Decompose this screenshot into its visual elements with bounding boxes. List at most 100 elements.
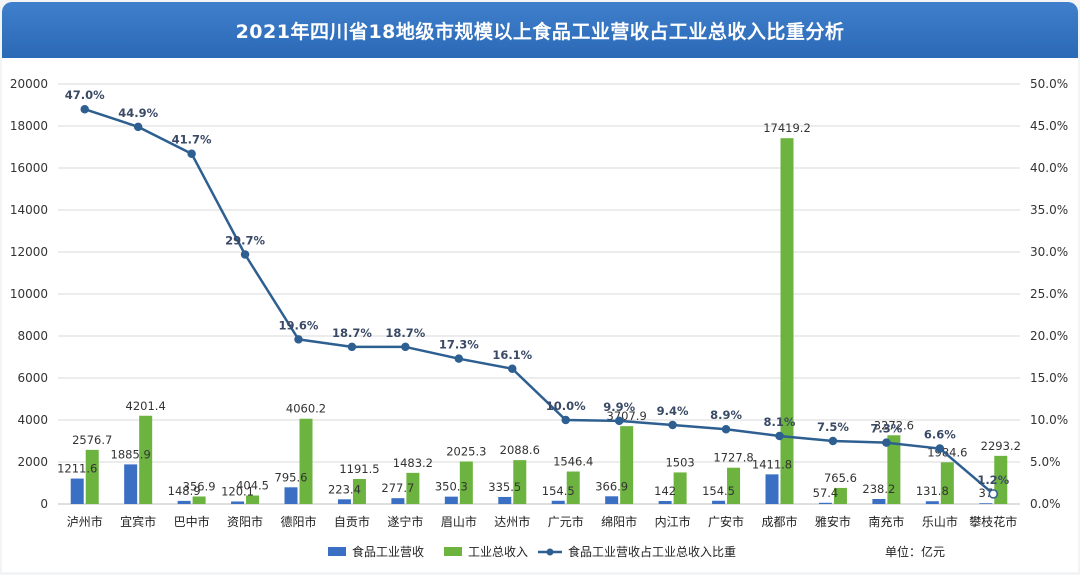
revenue-value-label: 223.4	[328, 482, 361, 496]
left-tick-label: 12000	[10, 245, 48, 259]
category-label: 泸州市	[67, 514, 103, 529]
ratio-value-label: 1.2%	[977, 473, 1009, 487]
right-tick-label: 30.0%	[1030, 245, 1068, 259]
legend-swatch-ratio-dot	[546, 548, 554, 556]
ratio-point	[988, 489, 999, 499]
right-axis: 0.0% 5.0% 10.0% 15.0% 20.0% 25.0% 30.0% 35.0% 40…	[1030, 77, 1068, 511]
ratio-value-label: 8.1%	[764, 415, 796, 429]
revenue-value-label: 366.9	[595, 479, 628, 493]
category-label: 内江市	[655, 514, 691, 529]
ratio-value-label: 47.0%	[65, 88, 105, 102]
left-axis: 0 2000 4000 6000 8000 10000 12000 14000 16000 180…	[10, 77, 48, 511]
ratio-point	[133, 122, 143, 132]
left-tick-label: 6000	[17, 371, 48, 385]
output-bar	[513, 460, 527, 504]
category-label: 攀枝花市	[969, 514, 1017, 529]
output-bar	[833, 487, 847, 504]
category-label: 广元市	[548, 514, 584, 529]
ratio-value-label: 9.4%	[657, 404, 689, 418]
output-bar	[299, 418, 313, 504]
right-tick-label: 10.0%	[1030, 413, 1068, 427]
right-tick-label: 45.0%	[1030, 119, 1068, 133]
revenue-bar	[231, 501, 245, 504]
right-tick-label: 5.0%	[1030, 455, 1061, 469]
category-label: 绵阳市	[601, 514, 637, 529]
output-value-label: 2576.7	[72, 433, 112, 447]
output-value-label: 765.6	[824, 471, 857, 485]
left-tick-label: 20000	[10, 77, 48, 91]
legend-swatch-output	[444, 547, 462, 556]
output-value-label: 1727.8	[713, 451, 753, 465]
output-value-label: 2025.3	[446, 444, 486, 458]
category-label: 雅安市	[815, 514, 851, 529]
revenue-bar	[872, 498, 886, 504]
revenue-bar	[124, 464, 138, 504]
ratio-value-label: 7.3%	[870, 422, 902, 436]
revenue-value-label: 1411.8	[752, 457, 792, 471]
category-labels: 泸州市 宜宾市 巴中市 资阳市 德阳市 自贡市 遂宁市 眉山市 达州市 广元市 绵阳市 内江市 广安市 成…	[67, 514, 1018, 529]
ratio-value-label: 16.1%	[492, 348, 532, 362]
revenue-bar	[337, 499, 351, 504]
revenue-bar	[551, 500, 565, 504]
ratio-value-label: 7.5%	[817, 420, 849, 434]
output-bar	[459, 461, 473, 504]
right-tick-label: 50.0%	[1030, 77, 1068, 91]
ratio-value-label: 44.9%	[118, 106, 158, 120]
revenue-bar	[658, 501, 672, 504]
ratio-value-label: 41.7%	[172, 133, 212, 147]
right-tick-label: 20.0%	[1030, 329, 1068, 343]
category-label: 德阳市	[280, 514, 316, 529]
category-label: 资阳市	[227, 514, 263, 529]
ratio-value-label: 10.0%	[546, 399, 586, 413]
category-label: 达州市	[494, 514, 530, 529]
output-value-label: 4201.4	[126, 399, 166, 413]
revenue-value-label: 142	[654, 484, 676, 498]
output-value-label: 2088.6	[500, 443, 540, 457]
ratio-point	[454, 354, 464, 363]
right-tick-label: 0.0%	[1030, 497, 1061, 511]
output-value-label: 1191.5	[339, 462, 379, 476]
revenue-bar	[925, 501, 939, 504]
output-value-label: 1483.2	[393, 456, 433, 470]
revenue-bar	[444, 496, 458, 504]
grid-lines	[58, 83, 1020, 505]
ratio-point	[775, 431, 784, 441]
ratio-value-label: 6.6%	[924, 428, 956, 442]
ratio-point	[828, 436, 838, 446]
output-value-label: 1546.4	[553, 455, 593, 469]
output-bar	[406, 472, 420, 504]
ratio-point	[935, 444, 945, 453]
ratio-value-label: 19.6%	[279, 318, 319, 332]
output-bar	[192, 496, 206, 504]
revenue-bar	[391, 498, 405, 504]
revenue-bar	[605, 496, 619, 504]
revenue-value-label: 277.7	[381, 481, 414, 495]
ratio-point	[882, 438, 891, 447]
ratio-value-label: 29.7%	[225, 234, 265, 248]
ratio-point	[187, 149, 196, 158]
legend-label-revenue: 食品工业营收	[352, 544, 424, 559]
output-bar	[727, 467, 741, 504]
ratio-value-label: 9.9%	[603, 400, 635, 414]
output-bar	[566, 471, 580, 504]
revenue-value-label: 350.3	[435, 480, 468, 494]
ratio-point	[347, 342, 357, 352]
output-bar	[673, 472, 687, 504]
revenue-bar	[177, 500, 191, 504]
right-tick-label: 35.0%	[1030, 203, 1068, 217]
output-bar	[352, 478, 366, 504]
left-tick-label: 16000	[10, 161, 48, 175]
ratio-point	[80, 104, 89, 114]
ratio-point	[614, 416, 624, 426]
revenue-bar	[979, 503, 993, 504]
revenue-value-label: 154.5	[702, 484, 735, 498]
left-tick-label: 4000	[17, 413, 48, 427]
output-bar	[940, 462, 954, 504]
category-label: 遂宁市	[387, 514, 423, 529]
chart-title: 2021年四川省18地级市规模以上食品工业营收占工业总收入比重分析	[2, 2, 1078, 58]
ratio-value-label: 18.7%	[385, 326, 425, 340]
revenue-value-label: 154.5	[542, 484, 575, 498]
output-bar	[887, 435, 901, 504]
output-value-label: 3272.6	[874, 418, 914, 432]
